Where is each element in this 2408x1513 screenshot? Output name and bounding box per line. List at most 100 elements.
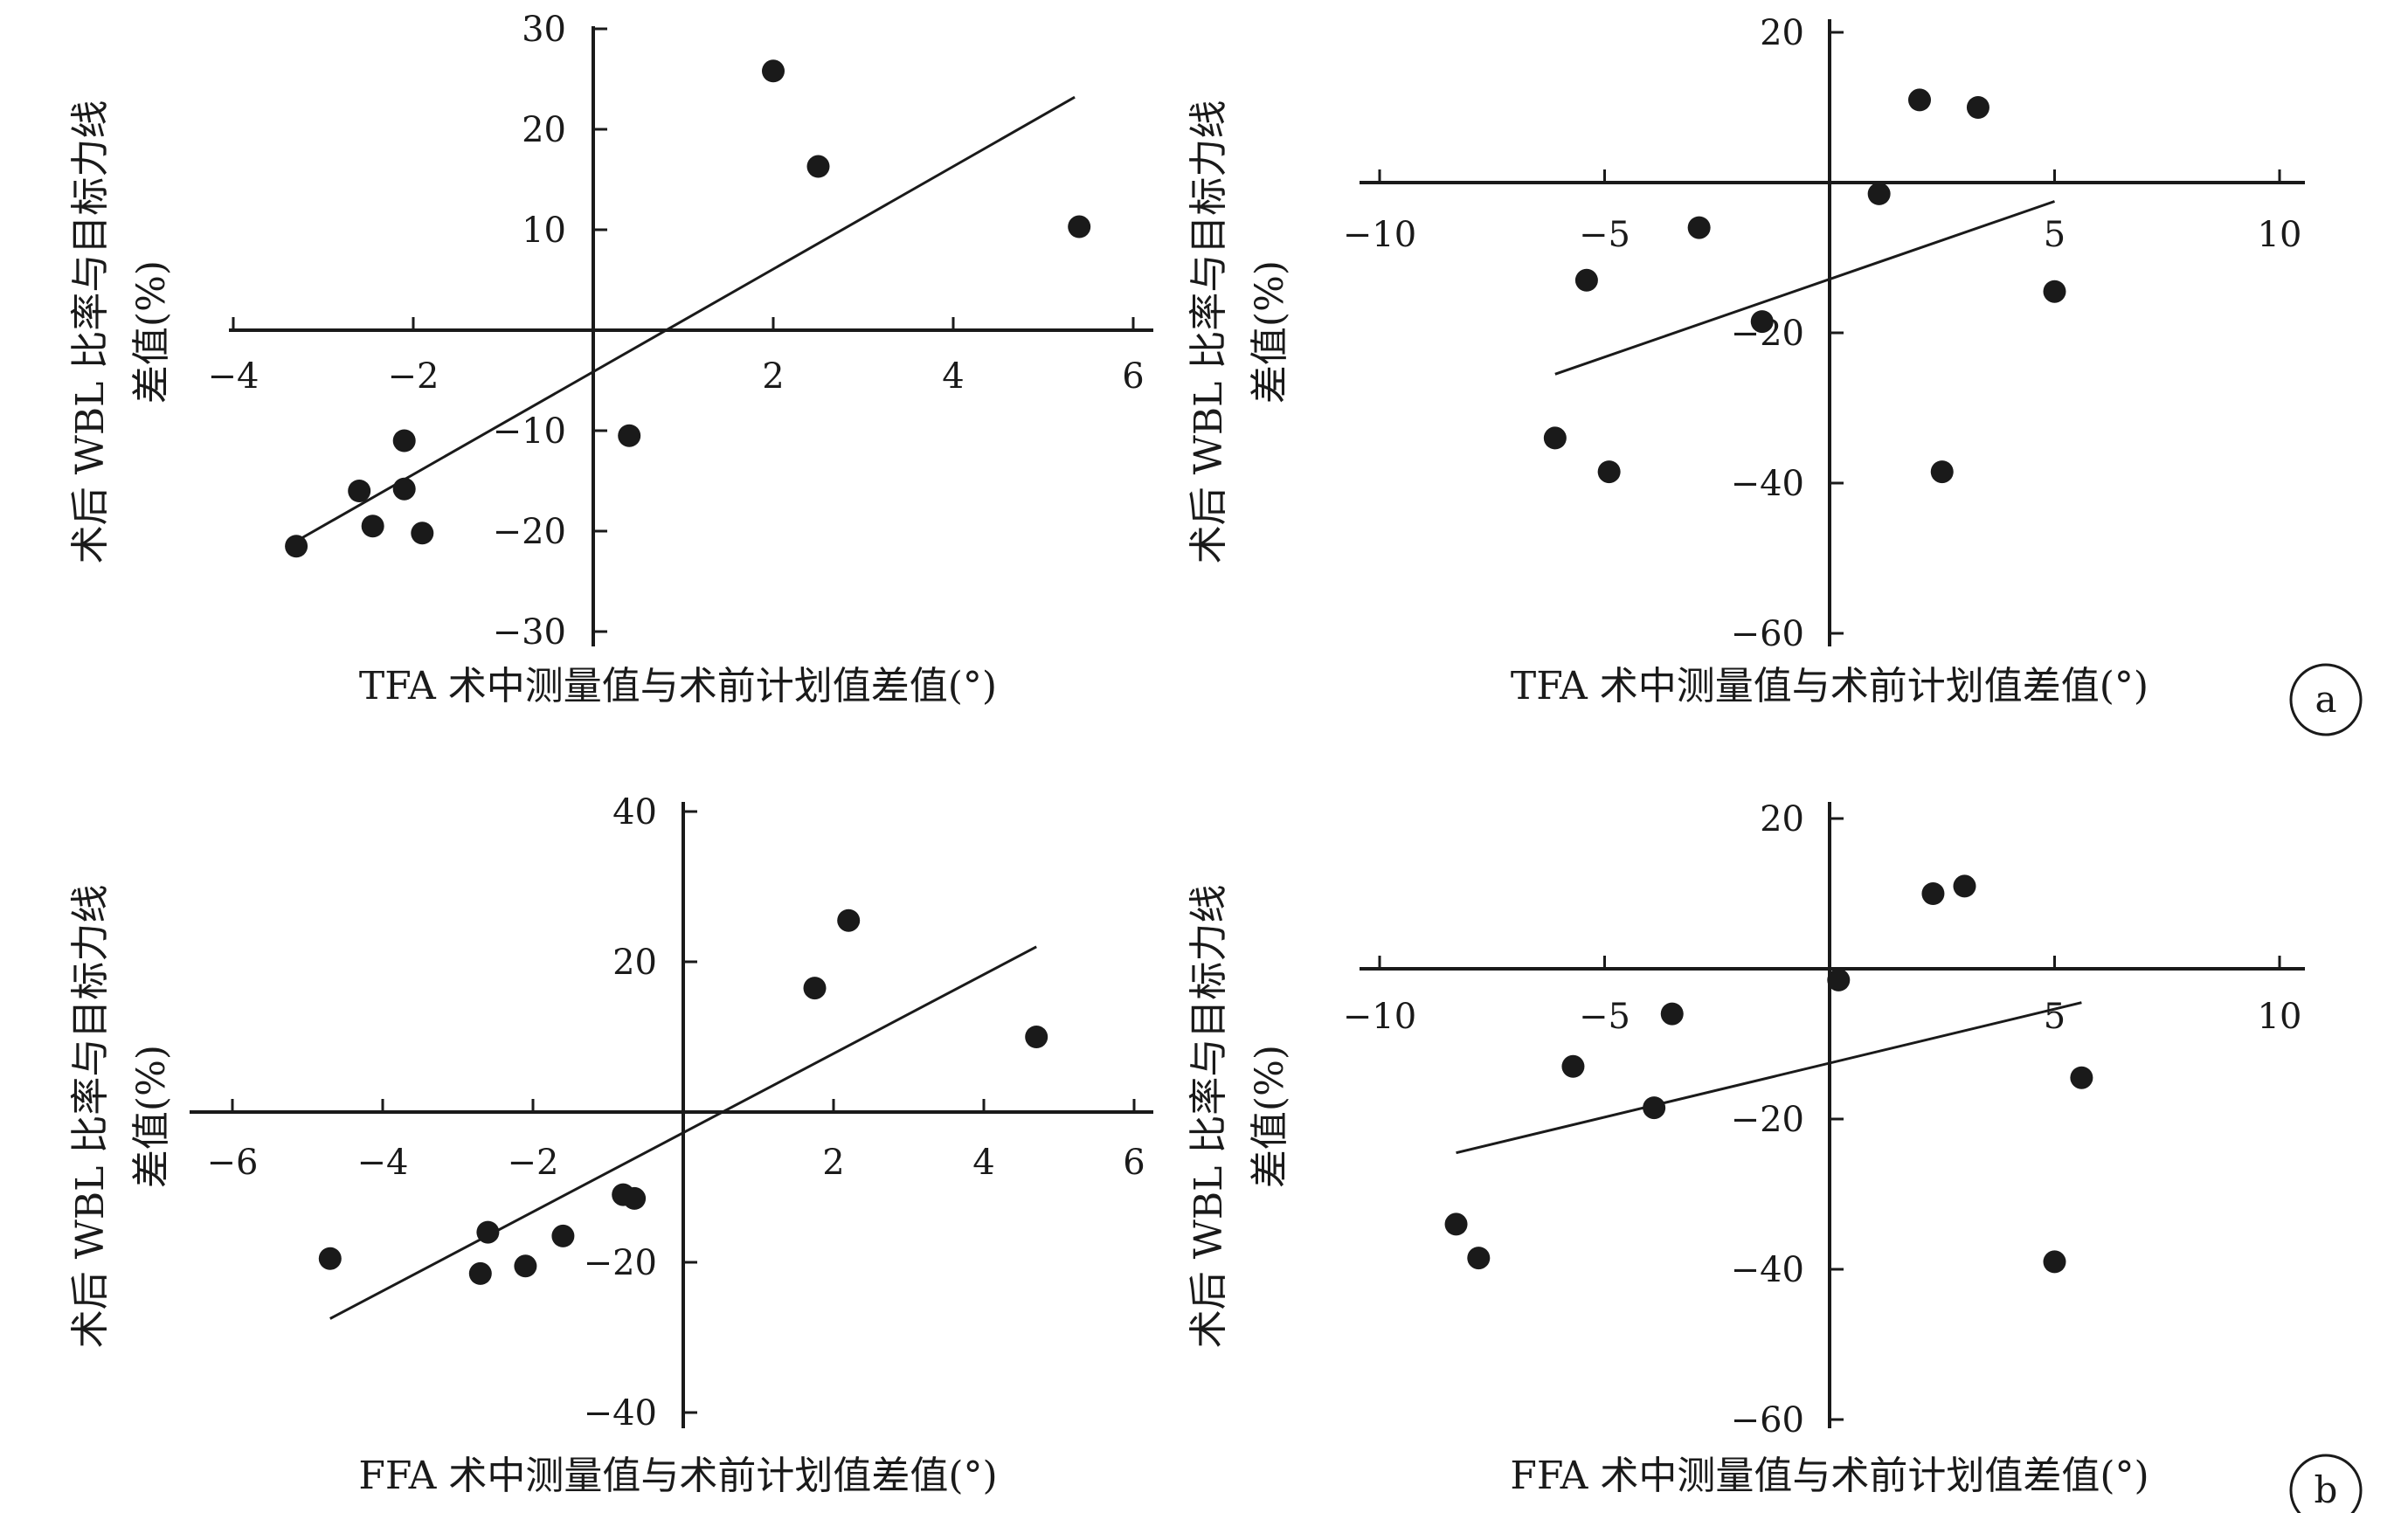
data-point [837,908,861,932]
y-axis-label: 差值(%) [1248,1045,1292,1188]
data-point [1561,1054,1585,1078]
data-point [762,59,785,83]
data-point [392,429,416,453]
x-tick-label: 5 [2044,997,2065,1037]
data-point [1574,268,1598,292]
y-axis-label: 差值(%) [129,1045,174,1188]
x-tick-label: 4 [942,356,964,397]
y-axis-label: 术后 WBL 比率与目标力线 [68,100,113,564]
y-tick-label: −40 [1731,1250,1804,1290]
data-point [1660,1002,1684,1026]
y-tick-label: −30 [493,612,566,653]
y-tick-label: −20 [1731,1100,1804,1140]
data-point [1908,88,1931,112]
x-tick-label: 6 [1123,1143,1145,1183]
y-tick-label: −10 [493,411,566,452]
panel-label: b [2315,1468,2338,1511]
x-tick-label: −5 [1579,997,1630,1037]
data-point [1597,460,1621,484]
data-point [1543,426,1567,450]
y-tick-label: −40 [584,1393,657,1434]
y-tick-label: 10 [522,211,566,251]
data-point [1025,1026,1048,1048]
y-tick-label: 30 [522,10,566,50]
data-point [2043,280,2066,303]
data-point [1444,1212,1468,1236]
x-tick-label: 10 [2258,997,2302,1037]
data-point [1953,874,1976,898]
x-tick-label: 10 [2258,215,2302,255]
data-point [348,480,371,502]
data-point [623,1186,647,1210]
y-tick-label: −40 [1731,464,1804,504]
panel-4: −10 −5 5 10 20 −20 −40 −60 FFA 术中测量值与术前计划值差值(°) 术… [1187,799,2363,1513]
x-tick-label: −2 [508,1143,559,1183]
y-tick-label: −20 [493,512,566,552]
panel-label-circle [2289,1454,2363,1513]
x-tick-label: −6 [207,1143,259,1183]
y-tick-label: 20 [1760,13,1804,53]
x-tick-label: −5 [1579,215,1630,255]
y-tick-label: 40 [612,792,657,832]
trend-line [1554,200,2055,376]
y-axis-label: 差值(%) [129,260,174,404]
data-point [392,477,416,501]
y-tick-label: −20 [584,1243,657,1283]
y-axis-label: 差值(%) [1248,260,1292,404]
y-tick-label: 20 [522,110,566,150]
x-tick-label: −10 [1343,215,1416,255]
trend-line [329,945,1037,1320]
data-point [468,1261,492,1285]
panel-label-circle [2289,663,2363,736]
data-point [1867,182,1891,205]
data-point [1467,1247,1491,1270]
x-axis-label: FFA 术中测量值与术前计划值差值(°) [1510,1454,2149,1498]
panel-3: −6 −4 −2 2 4 6 40 20 −20 −40 FFA 术中测量值与术前计划值差值(°) 术… [68,792,1153,1498]
data-point [551,1224,575,1247]
x-tick-label: 2 [762,356,784,397]
y-axis-label: 术后 WBL 比率与目标力线 [1187,100,1231,564]
data-point [361,515,384,538]
trend-line [1456,1001,2082,1155]
data-point [476,1220,500,1244]
y-tick-label: −60 [1731,1400,1804,1440]
data-point [1930,460,1954,484]
data-point [618,424,641,447]
y-tick-label: −60 [1731,614,1804,654]
y-tick-label: 20 [612,943,657,983]
x-tick-label: −10 [1343,997,1416,1037]
y-tick-label: 20 [1760,799,1804,839]
data-point [1966,96,1989,119]
data-point [411,522,434,545]
x-axis-label: FFA 术中测量值与术前计划值差值(°) [358,1454,997,1498]
data-point [1827,968,1851,991]
data-point [1643,1096,1666,1120]
x-axis-label: TFA 术中测量值与术前计划值差值(°) [359,664,997,708]
data-point [2070,1066,2093,1089]
y-axis-label: 术后 WBL 比率与目标力线 [1187,885,1231,1349]
data-point [285,535,308,558]
x-tick-label: 2 [822,1143,844,1183]
data-point [803,977,827,1000]
y-axis-label: 术后 WBL 比率与目标力线 [68,885,113,1349]
trend-line [295,95,1076,542]
x-tick-label: −4 [208,356,259,397]
data-point [318,1247,342,1270]
x-axis-label: TFA 术中测量值与术前计划值差值(°) [1511,664,2149,708]
data-point [806,155,830,178]
x-tick-label: 4 [972,1143,994,1183]
data-point [2043,1250,2066,1274]
panel-1: −4 −2 2 4 6 30 20 10 −10 −20 −30 TFA 术中测量值与术前计划值差值(… [68,10,1153,708]
data-point [1750,310,1774,334]
data-point [1068,215,1091,238]
x-tick-label: −2 [388,356,439,397]
x-tick-label: 5 [2044,215,2065,255]
data-point [514,1254,537,1278]
panel-label: a [2315,678,2336,721]
x-tick-label: −4 [357,1143,409,1183]
data-point [1921,882,1945,905]
data-point [1687,216,1711,239]
x-tick-label: 6 [1122,356,1144,397]
